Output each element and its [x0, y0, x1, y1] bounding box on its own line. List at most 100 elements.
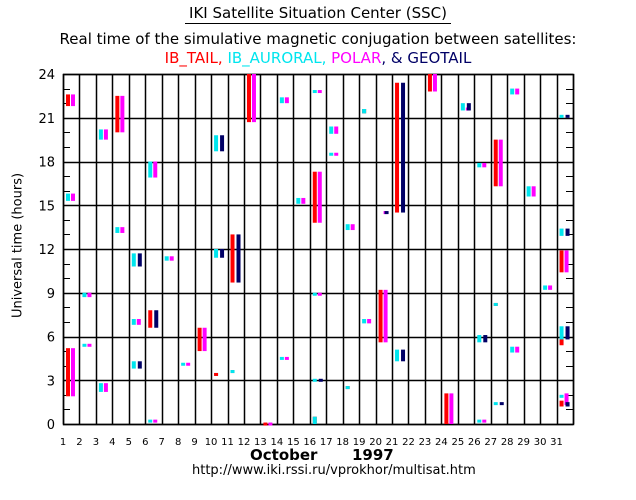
x-tick-label: 16	[303, 437, 316, 448]
title-text: IKI Satellite Situation Center (SSC)	[185, 4, 451, 24]
interval-bar-ib-auroral	[214, 249, 219, 258]
interval-bar-ib-tail	[312, 171, 317, 223]
y-tick-label: 24	[38, 68, 55, 83]
interval-bar-geotail	[137, 253, 142, 267]
interval-bar-ib-tail	[559, 339, 564, 346]
x-tick-label: 11	[221, 437, 234, 448]
interval-bar-ib-auroral	[345, 386, 350, 390]
x-axis-year: 1997	[352, 446, 394, 464]
interval-bar-ib-auroral	[477, 162, 482, 168]
interval-bar-polar	[317, 171, 322, 223]
interval-bar-polar	[87, 343, 92, 347]
interval-bar-ib-tail	[230, 234, 235, 283]
interval-bar-ib-auroral	[115, 227, 120, 233]
interval-bar-polar	[103, 383, 108, 392]
x-tick-label: 22	[402, 437, 415, 448]
plot-frame	[62, 73, 575, 426]
x-tick-label: 10	[205, 437, 218, 448]
interval-bar-ib-tail	[115, 95, 120, 133]
interval-bar-polar	[136, 319, 141, 325]
interval-bar-polar	[284, 97, 289, 104]
x-tick-label: 17	[320, 437, 333, 448]
interval-bar-ib-auroral	[526, 186, 531, 197]
x-tick-label: 31	[550, 437, 563, 448]
interval-bar-ib-auroral	[181, 362, 186, 366]
y-tick-label: 6	[47, 331, 55, 346]
interval-bar-ib-auroral	[559, 394, 564, 398]
interval-bar-ib-auroral	[82, 292, 87, 298]
x-tick-label: 29	[517, 437, 530, 448]
y-tick-label: 15	[38, 199, 55, 214]
legend-item-ib-auroral: IB_AURORAL	[227, 49, 322, 67]
interval-bar-geotail	[565, 402, 570, 407]
interval-bar-polar	[317, 292, 322, 296]
interval-bar-polar	[301, 197, 306, 204]
y-tick-label: 21	[38, 112, 55, 127]
interval-bar-ib-auroral	[559, 114, 564, 118]
interval-bar-ib-tail	[559, 250, 564, 273]
interval-bar-polar	[498, 139, 503, 187]
y-tick-label: 0	[47, 418, 55, 433]
interval-bar-ib-auroral	[312, 90, 317, 94]
interval-bar-polar	[531, 186, 536, 197]
x-tick-label: 30	[534, 437, 547, 448]
y-tick-label: 18	[38, 156, 55, 171]
interval-bar-polar	[103, 129, 108, 140]
legend-item-polar: POLAR	[331, 49, 382, 67]
x-tick-label: 21	[386, 437, 399, 448]
interval-bar-geotail	[137, 361, 142, 369]
interval-bar-ib-tail	[444, 393, 449, 424]
interval-bar-ib-auroral	[362, 109, 367, 114]
interval-bar-geotail	[318, 378, 323, 382]
interval-bar-polar	[548, 285, 553, 290]
legend-separator: ,	[217, 49, 228, 67]
legend-item-ib-tail: IB_TAIL	[164, 49, 218, 67]
interval-bar-polar	[186, 362, 191, 366]
x-tick-label: 5	[126, 437, 132, 448]
interval-bar-geotail	[154, 310, 159, 328]
source-url[interactable]: http://www.iki.rssi.ru/vprokhor/multisat…	[192, 463, 476, 478]
interval-bar-polar	[153, 419, 158, 423]
interval-bar-geotail	[401, 82, 406, 213]
interval-bar-ib-auroral	[329, 152, 334, 156]
interval-bar-ib-auroral	[312, 378, 317, 382]
x-axis-month: October	[250, 446, 318, 464]
x-tick-label: 4	[109, 437, 115, 448]
interval-bar-ib-tail	[148, 310, 153, 328]
interval-bar-ib-tail	[197, 327, 202, 352]
interval-bar-polar	[251, 74, 256, 123]
x-tick-label: 3	[93, 437, 99, 448]
interval-bar-polar	[71, 348, 75, 397]
interval-bar-ib-tail	[559, 400, 564, 407]
interval-bar-polar	[350, 224, 355, 231]
interval-bar-polar	[383, 289, 388, 343]
y-tick-label: 3	[47, 374, 55, 389]
interval-bar-ib-auroral	[312, 292, 317, 296]
interval-bar-ib-tail	[427, 74, 432, 92]
interval-bar-ib-tail	[395, 82, 400, 213]
interval-bar-polar	[367, 319, 372, 324]
interval-bar-geotail	[499, 402, 504, 406]
legend-separator: , &	[381, 49, 408, 67]
title: IKI Satellite Situation Center (SSC)	[0, 4, 636, 24]
x-tick-label: 9	[191, 437, 197, 448]
interval-bar-ib-auroral	[214, 135, 219, 152]
interval-bar-polar	[268, 422, 273, 426]
interval-bar-polar	[317, 90, 322, 94]
interval-bar-ib-auroral	[148, 161, 153, 178]
interval-bar-ib-tail	[493, 139, 498, 187]
interval-bar-ib-auroral	[559, 228, 564, 236]
interval-bar-geotail	[401, 349, 406, 362]
subtitle: Real time of the simulative magnetic con…	[59, 30, 577, 48]
interval-bar-ib-auroral	[345, 224, 350, 231]
interval-bar-polar	[564, 250, 569, 273]
interval-bar-ib-auroral	[148, 419, 153, 423]
interval-bar-ib-auroral	[559, 326, 564, 344]
interval-bar-ib-auroral	[164, 256, 169, 261]
interval-bar-polar	[71, 193, 75, 201]
interval-bar-ib-auroral	[66, 193, 70, 201]
interval-bar-polar	[153, 161, 158, 178]
interval-bar-polar	[564, 393, 569, 406]
interval-bar-ib-tail	[66, 94, 70, 107]
interval-bar-ib-auroral	[477, 419, 482, 423]
